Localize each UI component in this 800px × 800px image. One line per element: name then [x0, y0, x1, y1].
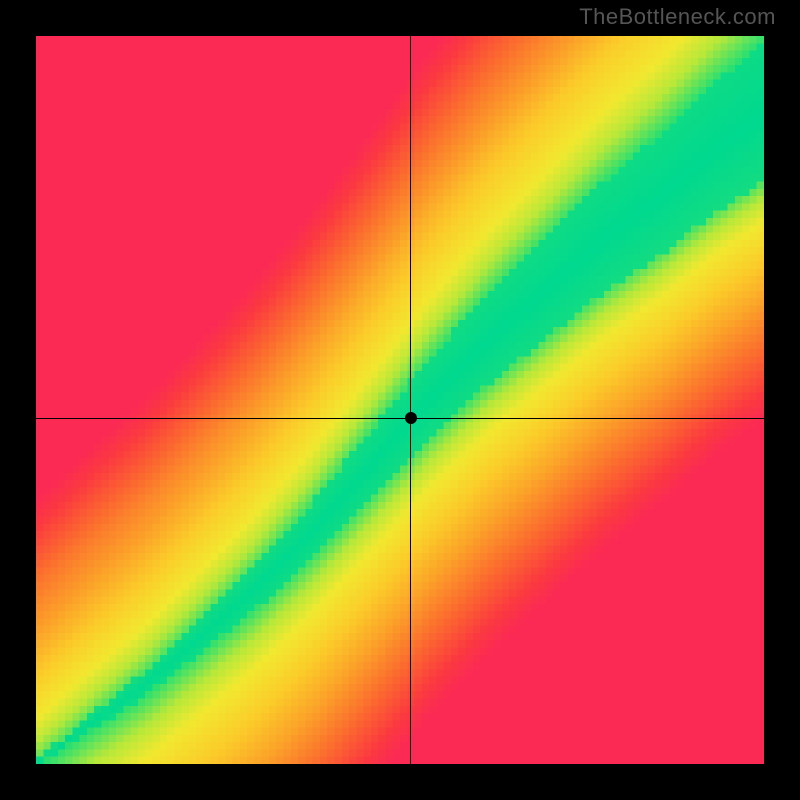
heatmap-plot — [36, 36, 764, 764]
crosshair-horizontal — [36, 418, 764, 419]
crosshair-vertical — [410, 36, 411, 764]
watermark-text: TheBottleneck.com — [579, 4, 776, 30]
selection-marker — [405, 412, 417, 424]
heatmap-canvas — [36, 36, 764, 764]
